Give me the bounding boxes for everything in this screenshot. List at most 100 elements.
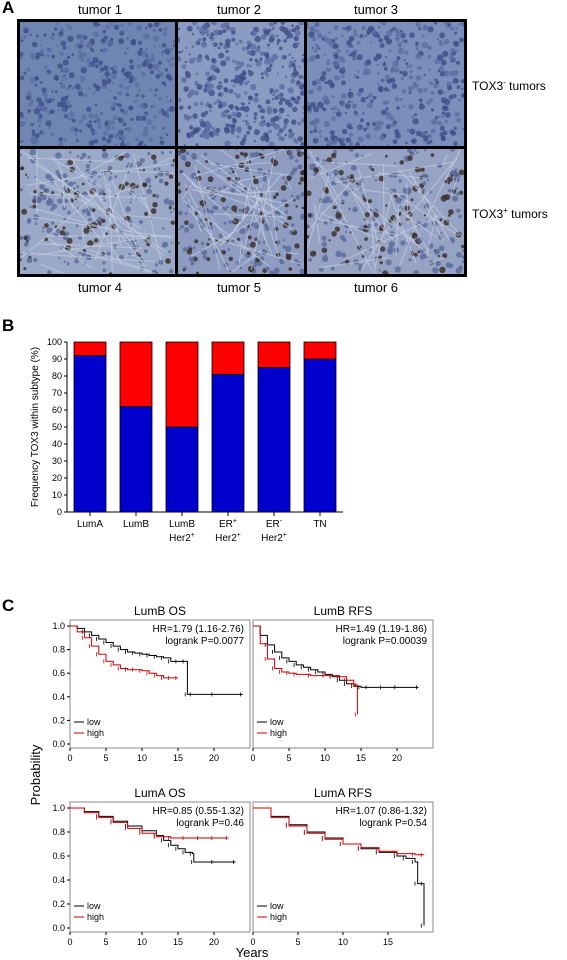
x-tick-label: ER+: [219, 518, 237, 530]
nucleus: [246, 50, 252, 55]
nucleus: [147, 23, 153, 28]
nucleus: [66, 116, 71, 121]
nucleus: [71, 86, 76, 90]
nucleus: [353, 75, 356, 79]
nucleus: [197, 170, 200, 174]
nucleus: [434, 78, 438, 82]
nucleus: [396, 56, 401, 61]
nucleus: [226, 149, 229, 151]
nucleus: [300, 141, 304, 146]
nucleus: [395, 34, 398, 36]
bar-lower-segment: [73, 355, 107, 513]
km-plot-title: LumB RFS: [314, 604, 373, 618]
nucleus: [218, 101, 222, 105]
nucleus: [105, 24, 110, 30]
nucleus: [201, 24, 207, 30]
nucleus: [282, 245, 286, 249]
nucleus: [87, 64, 91, 68]
nucleus: [170, 241, 173, 244]
tumor-2-image-texture: [178, 22, 304, 146]
y-tick-label: 0.8: [52, 645, 65, 655]
nucleus: [162, 241, 169, 248]
nucleus: [54, 27, 58, 31]
nucleus: [92, 91, 96, 95]
nucleus: [153, 22, 159, 28]
nucleus: [288, 267, 293, 271]
nucleus: [194, 90, 199, 96]
nucleus: [186, 249, 192, 255]
nucleus: [88, 140, 95, 146]
nucleus: [265, 122, 271, 128]
nucleus: [65, 23, 69, 26]
x-tick-sup: +: [191, 532, 195, 539]
nucleus: [211, 126, 215, 131]
nucleus: [221, 250, 227, 255]
nucleus: [404, 39, 408, 43]
nucleus: [261, 149, 265, 151]
nucleus: [196, 56, 203, 63]
nucleus: [278, 116, 282, 120]
nucleus: [59, 100, 67, 108]
nucleus: [380, 22, 387, 26]
x-tick-sup: +: [233, 518, 237, 525]
nucleus: [460, 22, 464, 27]
nucleus: [353, 32, 358, 37]
nucleus: [285, 75, 288, 78]
nucleus: [287, 33, 293, 39]
stroma: [388, 190, 417, 264]
nucleus: [60, 97, 64, 101]
nucleus: [421, 42, 429, 49]
y-tick-label: 0.4: [52, 875, 65, 885]
nucleus: [207, 176, 214, 183]
nucleus: [46, 227, 53, 234]
nucleus: [169, 269, 174, 274]
nucleus: [376, 71, 380, 75]
nucleus: [233, 92, 237, 95]
nucleus: [238, 39, 243, 44]
nucleus: [172, 43, 175, 47]
nucleus: [184, 46, 188, 50]
nucleus: [423, 73, 426, 76]
nucleus: [106, 40, 113, 46]
nucleus: [248, 102, 251, 105]
nucleus: [184, 114, 190, 120]
nucleus: [225, 38, 231, 45]
logrank-p-text: logrank P=0.00039: [343, 636, 428, 647]
nucleus: [408, 75, 414, 80]
nucleus: [438, 41, 444, 47]
nucleus: [108, 22, 114, 26]
nucleus: [350, 164, 357, 171]
nucleus: [297, 136, 303, 142]
stroma: [320, 212, 387, 244]
nucleus: [63, 138, 67, 142]
nucleus: [113, 24, 120, 30]
km-curve-high: [70, 625, 178, 679]
nucleus: [448, 214, 451, 217]
nucleus: [282, 239, 285, 242]
nucleus: [451, 57, 455, 62]
nucleus: [359, 34, 364, 38]
nucleus: [66, 55, 71, 60]
nucleus: [83, 227, 90, 234]
stroma: [426, 213, 437, 257]
nucleus: [223, 45, 228, 50]
nucleus: [225, 56, 231, 62]
tumor-5-image: [178, 149, 304, 274]
stroma: [208, 213, 285, 218]
nucleus: [259, 51, 265, 56]
nucleus: [100, 112, 103, 115]
nucleus: [151, 125, 156, 130]
nucleus: [47, 54, 51, 57]
nucleus: [120, 23, 124, 28]
tumor-6-image-texture: [307, 149, 464, 274]
nucleus: [434, 116, 439, 120]
nucleus: [244, 206, 250, 212]
nucleus: [366, 126, 369, 130]
nucleus: [369, 208, 373, 212]
nucleus: [166, 108, 171, 113]
nucleus: [139, 103, 145, 109]
nucleus: [407, 85, 414, 92]
nucleus: [334, 75, 340, 81]
nucleus: [129, 201, 132, 204]
